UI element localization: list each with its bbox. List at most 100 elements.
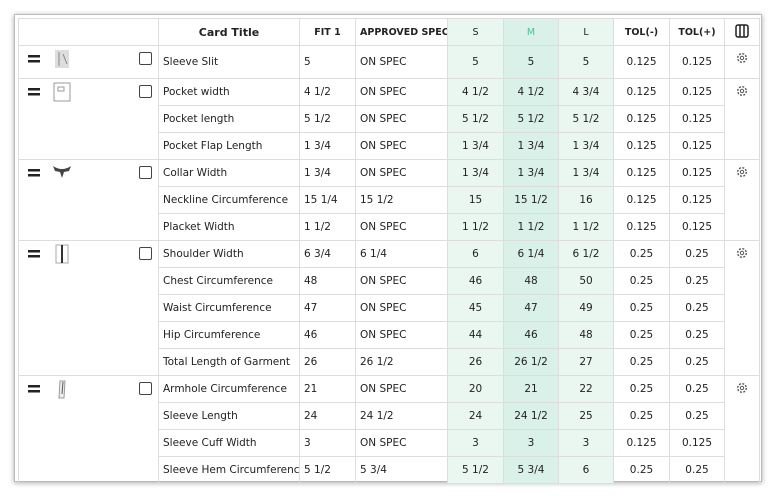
drag-handle[interactable]	[28, 168, 40, 180]
cell: 0.125	[669, 105, 725, 133]
thumbnail	[51, 162, 73, 187]
cell: 1 1/2	[503, 213, 559, 241]
cell: 27	[558, 348, 614, 376]
cell: ON SPEC	[355, 45, 448, 79]
cell: 50	[558, 267, 614, 295]
cell: 46	[503, 321, 559, 349]
drag-handle[interactable]	[28, 384, 40, 396]
checkbox[interactable]	[139, 166, 152, 179]
cell: 0.125	[669, 45, 725, 79]
cell: ON SPEC	[355, 105, 448, 133]
cell: ON SPEC	[355, 429, 448, 457]
table-row: Total Length of Garment 26 26 1/2 26 26 1/2 2…	[19, 348, 760, 376]
cell: 4 1/2	[299, 78, 356, 106]
cell: 0.125	[669, 213, 725, 241]
cell: 5	[558, 45, 614, 79]
row-controls	[18, 45, 159, 79]
settings-button[interactable]	[736, 382, 748, 397]
cell: 5	[503, 45, 559, 79]
cell: 0.125	[669, 186, 725, 214]
cell: 1 1/2	[299, 213, 356, 241]
settings-button[interactable]	[736, 52, 748, 67]
cell: 24	[299, 402, 356, 430]
column-header: FIT 1	[299, 18, 356, 46]
cell: 5 1/2	[447, 456, 504, 484]
checkbox[interactable]	[139, 382, 152, 395]
cell: 15 1/4	[299, 186, 356, 214]
columns-icon	[735, 23, 749, 38]
cell: ON SPEC	[355, 294, 448, 322]
thumbnail	[51, 378, 73, 403]
cell: 0.125	[613, 105, 670, 133]
cell: Total Length of Garment	[158, 348, 300, 376]
settings-button[interactable]	[736, 85, 748, 100]
handle-icon	[28, 55, 40, 63]
spec-table: Card Title FIT 1 APPROVED SPEC S M L TOL(-) TOL…	[18, 18, 760, 484]
cell: 49	[558, 294, 614, 322]
table-row: Sleeve Hem Circumference 5 1/2 5 3/4 5 1/2 5…	[19, 456, 760, 484]
cell: 0.25	[669, 456, 725, 484]
cell: 1 3/4	[299, 132, 356, 160]
cell: 4 1/2	[447, 78, 504, 106]
checkbox[interactable]	[139, 52, 152, 65]
columns-button[interactable]	[724, 18, 760, 46]
gear-icon	[736, 382, 748, 394]
settings-button[interactable]	[736, 247, 748, 262]
cell: 5 1/2	[503, 105, 559, 133]
settings-cell	[724, 375, 760, 484]
drag-handle[interactable]	[28, 87, 40, 99]
row-controls	[18, 159, 159, 241]
cell: 0.125	[669, 78, 725, 106]
cell: 0.25	[613, 456, 670, 484]
column-header: M	[503, 18, 559, 46]
cell: 5 1/2	[299, 456, 356, 484]
cell: 21	[299, 375, 356, 403]
cell: 47	[503, 294, 559, 322]
cell: Placket Width	[158, 213, 300, 241]
cell: 48	[299, 267, 356, 295]
cell: 1 1/2	[447, 213, 504, 241]
drag-handle[interactable]	[28, 249, 40, 261]
cell: 0.125	[613, 78, 670, 106]
cell: Sleeve Cuff Width	[158, 429, 300, 457]
cell: 46	[299, 321, 356, 349]
cell: 48	[503, 267, 559, 295]
cell: Sleeve Hem Circumference	[158, 456, 300, 484]
gear-icon	[736, 85, 748, 97]
cell: 5	[299, 45, 356, 79]
thumbnail-image	[55, 244, 69, 264]
cell: ON SPEC	[355, 78, 448, 106]
column-header: S	[447, 18, 504, 46]
table-row: Sleeve Length 24 24 1/2 24 24 1/2 25 0.25 0.25	[19, 402, 760, 430]
checkbox[interactable]	[139, 85, 152, 98]
cell: 16	[558, 186, 614, 214]
cell: 0.25	[613, 321, 670, 349]
column-header: Card Title	[158, 18, 300, 46]
cell: 3	[503, 429, 559, 457]
checkbox[interactable]	[139, 247, 152, 260]
cell: 26	[299, 348, 356, 376]
table-row: Waist Circumference 47 ON SPEC 45 47 49 0.25 0.…	[19, 294, 760, 322]
cell: Pocket Flap Length	[158, 132, 300, 160]
cell: 21	[503, 375, 559, 403]
table-row: Pocket Flap Length 1 3/4 ON SPEC 1 3/4 1 3/4…	[19, 132, 760, 160]
cell: 1 3/4	[447, 159, 504, 187]
table-row: Sleeve Slit 5 ON SPEC 5 5 5 0.125 0.125	[18, 45, 760, 79]
gear-icon	[736, 52, 748, 64]
cell: Collar Width	[158, 159, 300, 187]
settings-button[interactable]	[736, 166, 748, 181]
cell: Neckline Circumference	[158, 186, 300, 214]
cell: 15	[447, 186, 504, 214]
cell: 5 3/4	[355, 456, 448, 484]
cell: 15 1/2	[503, 186, 559, 214]
table-row: Hip Circumference 46 ON SPEC 44 46 48 0.25 0.25	[19, 321, 760, 349]
cell: 0.25	[669, 348, 725, 376]
table-row: Neckline Circumference 15 1/4 15 1/2 15 15 1…	[19, 186, 760, 214]
cell: 6	[447, 240, 504, 268]
table-body: Sleeve Slit 5 ON SPEC 5 5 5 0.125 0.125 Pocket w…	[18, 45, 760, 484]
drag-handle[interactable]	[28, 54, 40, 66]
row-controls	[18, 375, 159, 484]
cell: Hip Circumference	[158, 321, 300, 349]
cell: 6	[558, 456, 614, 484]
handle-icon	[28, 250, 40, 258]
